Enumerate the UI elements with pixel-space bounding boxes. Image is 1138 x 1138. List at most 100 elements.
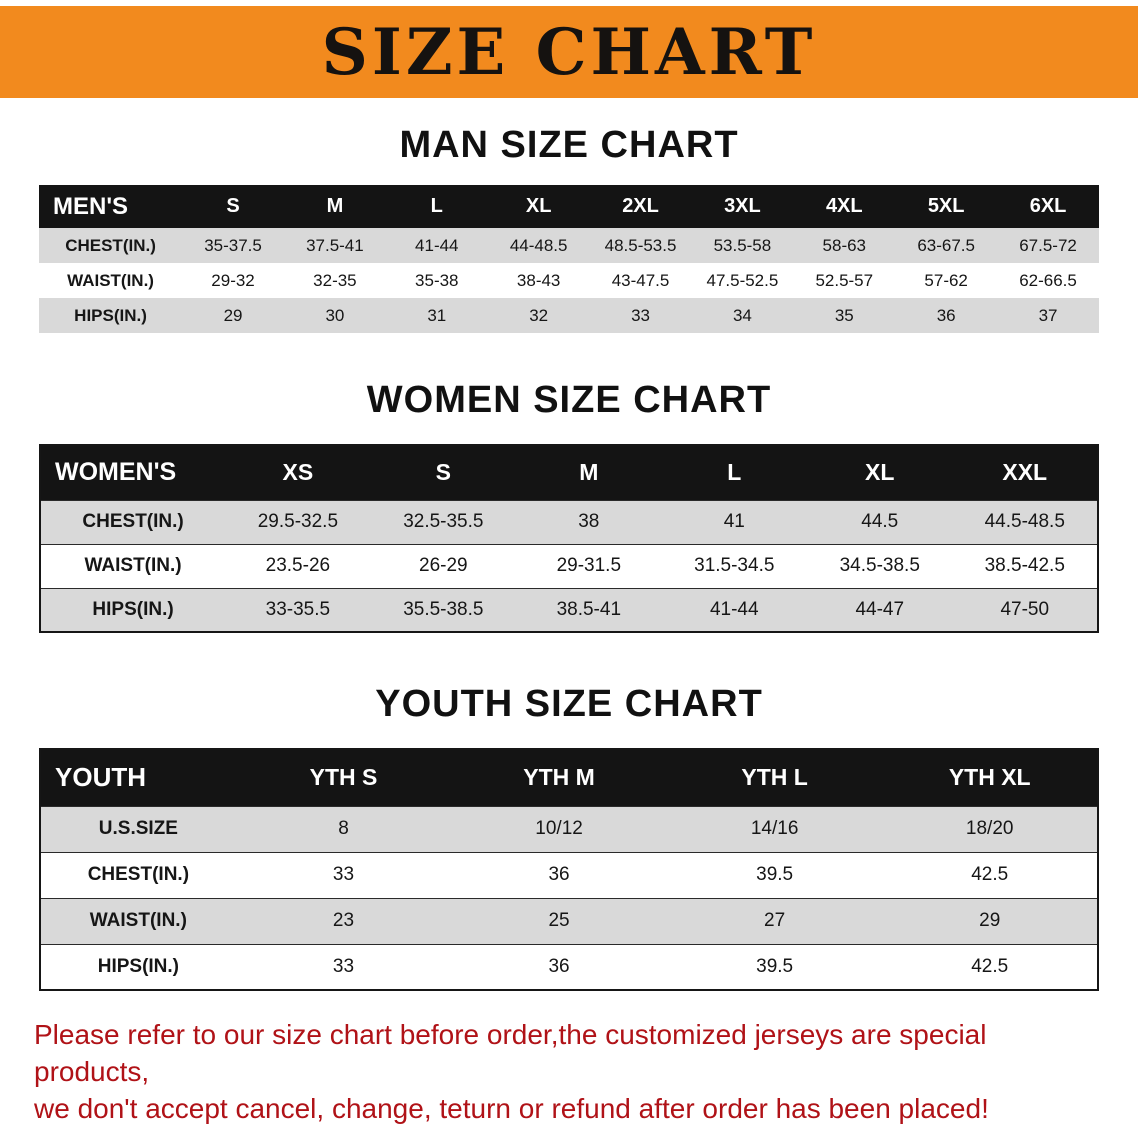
size-value-cell: 37 <box>1038 305 1058 325</box>
size-column-header: 4XL <box>793 185 896 228</box>
table-corner-label: YOUTH <box>40 749 236 806</box>
row-label: CHEST(IN.) <box>87 864 190 885</box>
measurement-row: HIPS(IN.) 33 36 39.5 42.5 <box>40 944 1098 990</box>
size-value-cell: 44-47 <box>855 598 905 620</box>
size-value-cell: 41-44 <box>415 235 459 255</box>
size-column-header: YTH M <box>451 749 667 806</box>
measurement-row: CHEST(IN.) 35-37.5 37.5-41 41-44 44-48.5 48.5… <box>39 228 1099 263</box>
measurement-row: HIPS(IN.) 33-35.5 35.5-38.5 38.5-41 41-44 44-… <box>40 588 1098 632</box>
size-value-cell: 33 <box>631 305 650 325</box>
size-value-cell: 38.5-42.5 <box>984 555 1065 576</box>
row-label: WAIST(IN.) <box>84 555 182 576</box>
size-value-cell: 41-44 <box>709 598 759 620</box>
size-value-cell: 48.5-53.5 <box>604 235 677 255</box>
table-header-row: WOMEN'S XS S M L XL XXL <box>40 445 1098 500</box>
size-value-cell: 23 <box>332 910 355 931</box>
women-size-chart-section: WOMEN SIZE CHART WOMEN'S XS S M L XL XXL CHEST(… <box>0 379 1138 633</box>
size-value-cell: 63-67.5 <box>917 235 975 255</box>
measurement-row: WAIST(IN.) 23.5-26 26-29 29-31.5 31.5-34.5 34… <box>40 544 1098 588</box>
table-header-row: MEN'S S M L XL 2XL 3XL 4XL 5XL 6XL <box>39 185 1099 228</box>
size-value-cell: 36 <box>548 955 570 977</box>
youth-size-chart-heading: YOUTH SIZE CHART <box>375 683 763 725</box>
size-value-cell: 32.5-35.5 <box>403 511 484 532</box>
note-line-2: we don't accept cancel, change, teturn o… <box>34 1092 989 1124</box>
size-value-cell: 29 <box>223 305 243 325</box>
size-column-header: L <box>385 185 488 228</box>
size-value-cell: 32-35 <box>313 270 357 290</box>
size-chart-banner: SIZE CHART <box>0 6 1138 98</box>
size-value-cell: 67.5-72 <box>1019 235 1077 255</box>
note-line-1: Please refer to our size chart before or… <box>34 1019 987 1087</box>
size-value-cell: 36 <box>548 864 570 885</box>
size-value-cell: 44.5 <box>861 511 899 532</box>
size-value-cell: 37.5-41 <box>306 235 364 255</box>
measurement-row: HIPS(IN.) 29 30 31 32 33 34 35 36 37 <box>39 298 1099 333</box>
men-size-table: MEN'S S M L XL 2XL 3XL 4XL 5XL 6XL CHEST(IN.) 35-37… <box>39 185 1099 333</box>
size-value-cell: 44.5-48.5 <box>984 511 1065 532</box>
size-column-header: XL <box>487 185 590 228</box>
row-label: WAIST(IN.) <box>67 270 154 290</box>
size-column-header: XS <box>225 445 371 500</box>
row-label: WAIST(IN.) <box>89 910 187 931</box>
size-value-cell: 10/12 <box>535 818 583 839</box>
size-value-cell: 33-35.5 <box>265 598 331 620</box>
size-column-header: S <box>370 445 517 500</box>
size-column-header: YTH L <box>666 749 883 806</box>
size-value-cell: 34.5-38.5 <box>839 555 920 576</box>
size-column-header: YTH XL <box>882 749 1098 806</box>
size-value-cell: 33 <box>332 955 355 977</box>
size-value-cell: 57-62 <box>924 270 968 290</box>
size-value-cell: 29-32 <box>211 270 255 290</box>
banner-title: SIZE CHART <box>321 14 817 90</box>
size-value-cell: 47-50 <box>1000 598 1050 620</box>
row-label: CHEST(IN.) <box>82 511 184 532</box>
man-size-chart-section: MAN SIZE CHART MEN'S S M L XL 2XL 3XL 4XL 5XL 6XL… <box>0 124 1138 333</box>
measurement-row: WAIST(IN.) 23 25 27 29 <box>40 898 1098 944</box>
size-value-cell: 18/20 <box>965 818 1014 839</box>
row-label: HIPS(IN.) <box>92 598 174 620</box>
size-column-header: YTH S <box>235 749 452 806</box>
size-value-cell: 58-63 <box>822 235 867 255</box>
measurement-row: CHEST(IN.) 33 36 39.5 42.5 <box>40 852 1098 898</box>
size-column-header: 6XL <box>997 185 1099 228</box>
youth-size-chart-section: YOUTH SIZE CHART YOUTH YTH S YTH M YTH L YTH… <box>0 683 1138 991</box>
man-size-chart-heading: MAN SIZE CHART <box>399 124 739 166</box>
size-value-cell: 8 <box>338 818 349 839</box>
size-value-cell: 43-47.5 <box>611 270 670 290</box>
size-value-cell: 42.5 <box>971 955 1009 977</box>
size-value-cell: 29.5-32.5 <box>257 511 339 532</box>
size-value-cell: 31 <box>427 305 447 325</box>
women-size-chart-heading: WOMEN SIZE CHART <box>366 379 772 421</box>
measurement-row: WAIST(IN.) 29-32 32-35 35-38 38-43 43-47.5 47.… <box>39 263 1099 298</box>
row-label: HIPS(IN.) <box>74 305 147 325</box>
size-value-cell: 47.5-52.5 <box>706 270 779 290</box>
size-value-cell: 39.5 <box>756 955 794 977</box>
size-value-cell: 35.5-38.5 <box>403 598 484 620</box>
size-value-cell: 38 <box>578 511 600 532</box>
size-column-header: 3XL <box>691 185 794 228</box>
row-label: HIPS(IN.) <box>97 955 179 977</box>
size-value-cell: 29-31.5 <box>556 555 622 576</box>
size-value-cell: 38.5-41 <box>556 598 622 620</box>
size-value-cell: 33 <box>332 864 355 885</box>
women-size-table: WOMEN'S XS S M L XL XXL CHEST(IN.) 29.5-32.5 32.5… <box>39 444 1099 633</box>
youth-size-table: YOUTH YTH S YTH M YTH L YTH XL U.S.SIZE 8 10/12… <box>39 748 1099 991</box>
size-value-cell: 30 <box>325 305 345 325</box>
size-value-cell: 32 <box>529 305 549 325</box>
size-value-cell: 42.5 <box>971 864 1009 885</box>
size-value-cell: 62-66.5 <box>1019 270 1077 290</box>
size-value-cell: 25 <box>548 910 570 931</box>
size-value-cell: 31.5-34.5 <box>694 555 775 576</box>
size-column-header: M <box>516 445 662 500</box>
size-column-header: 5XL <box>895 185 998 228</box>
order-policy-note: Please refer to our size chart before or… <box>34 1017 1104 1128</box>
measurement-row: U.S.SIZE 8 10/12 14/16 18/20 <box>40 806 1098 852</box>
size-value-cell: 26-29 <box>419 555 468 576</box>
size-column-header: L <box>661 445 808 500</box>
size-column-header: XXL <box>952 445 1098 500</box>
size-value-cell: 29 <box>979 910 1001 931</box>
size-value-cell: 27 <box>764 910 786 931</box>
table-header-row: YOUTH YTH S YTH M YTH L YTH XL <box>40 749 1098 806</box>
size-value-cell: 35-37.5 <box>204 235 262 255</box>
size-value-cell: 53.5-58 <box>713 235 772 255</box>
